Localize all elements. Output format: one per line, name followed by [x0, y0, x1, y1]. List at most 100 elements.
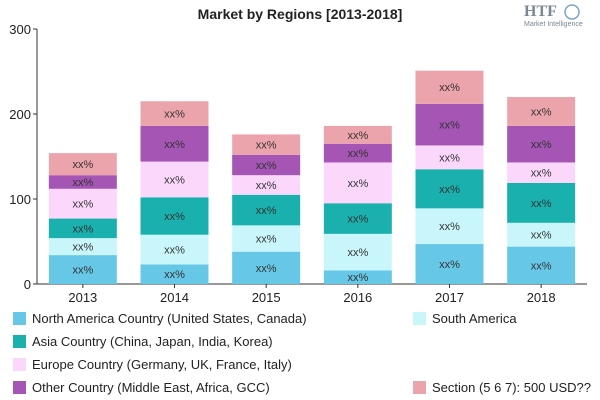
- bar-segment: [507, 182, 576, 223]
- bar-segment: [140, 234, 209, 265]
- bar-segment-label: xx%: [164, 109, 185, 121]
- y-tick-label: 100: [9, 192, 31, 207]
- bar-segment: [507, 162, 576, 183]
- bar-segment-label: xx%: [347, 178, 368, 190]
- legend-item: North America Country (United States, Ca…: [13, 311, 307, 326]
- bar-segment-label: xx%: [531, 260, 552, 272]
- bar-segment: [140, 161, 209, 198]
- bar-segment: [507, 222, 576, 247]
- x-tick-label: 2017: [435, 290, 464, 305]
- bar-segment: [415, 70, 484, 104]
- bar-segment: [415, 169, 484, 209]
- bar-segment-label: xx%: [256, 180, 277, 192]
- bar-segment-label: xx%: [439, 120, 460, 132]
- legend-item: Other Country (Middle East, Africa, GCC): [13, 380, 270, 395]
- x-tick-label: 2016: [343, 290, 372, 305]
- x-tick-label: 2018: [527, 290, 556, 305]
- bar-segment-label: xx%: [531, 198, 552, 210]
- bar-segment-label: xx%: [256, 263, 277, 275]
- bar-segment: [140, 101, 209, 126]
- bar-segment: [415, 103, 484, 146]
- bar-segment: [323, 162, 392, 204]
- bar-segment: [323, 270, 392, 284]
- bar-segment: [507, 246, 576, 284]
- bar-segment: [415, 208, 484, 245]
- y-tick-label: 300: [9, 22, 31, 37]
- bar-segment: [48, 218, 117, 239]
- bar-segment-label: xx%: [439, 184, 460, 196]
- bar-segment-label: xx%: [256, 160, 277, 172]
- bar-segment: [323, 143, 392, 163]
- bar-segment-label: xx%: [347, 247, 368, 259]
- bar-segment: [48, 153, 117, 176]
- bar-segment: [232, 194, 301, 226]
- bar-segment-label: xx%: [72, 199, 93, 211]
- bar-segment: [507, 97, 576, 126]
- bar-segment-label: xx%: [256, 234, 277, 246]
- bar-segment-label: xx%: [164, 211, 185, 223]
- bar-segment-label: xx%: [347, 148, 368, 160]
- bar-segment-label: xx%: [72, 159, 93, 171]
- y-tick-label: 0: [24, 277, 31, 292]
- bar-segment-label: xx%: [164, 174, 185, 186]
- bar-segment-label: xx%: [164, 269, 185, 281]
- bar-segment-label: xx%: [531, 168, 552, 180]
- bar-segment: [323, 203, 392, 234]
- bar-segment-label: xx%: [72, 242, 93, 254]
- bar-segment-label: xx%: [256, 205, 277, 217]
- bar-segment-label: xx%: [164, 139, 185, 151]
- bar-segment-label: xx%: [531, 230, 552, 242]
- bar-segment-label: xx%: [164, 245, 185, 257]
- bar-segment-label: xx%: [72, 223, 93, 235]
- legend-label: South America: [432, 311, 517, 326]
- logo-text: HTF: [524, 3, 557, 20]
- legend-label: Section (5 6 7): 500 USD??: [432, 380, 591, 395]
- legend-label: Europe Country (Germany, UK, France, Ita…: [32, 357, 292, 372]
- legend-swatch: [13, 312, 26, 325]
- htf-logo: HTF Market Intelligence: [524, 3, 583, 28]
- bar-segment: [507, 125, 576, 163]
- bar-segment: [48, 188, 117, 219]
- bar-segment-label: xx%: [531, 139, 552, 151]
- bar-segment: [415, 244, 484, 284]
- chart-title: Market by Regions [2013-2018]: [198, 6, 403, 22]
- logo-subtext: Market Intelligence: [524, 21, 583, 28]
- plot-area: 0 100 200 300 xx% xx% xx% xx% xx% xx% 2013 xx% xx% xx…: [9, 22, 587, 305]
- bar-segment-label: xx%: [72, 265, 93, 277]
- bar-segment-label: xx%: [531, 106, 552, 118]
- legend-swatch: [13, 335, 26, 348]
- bar-segment: [323, 125, 392, 144]
- legend-item: Europe Country (Germany, UK, France, Ita…: [13, 357, 292, 372]
- bar-segment: [232, 225, 301, 252]
- bar-segment-label: xx%: [72, 177, 93, 189]
- bar-segment: [415, 145, 484, 170]
- bar-segment-label: xx%: [439, 259, 460, 271]
- legend-item: Section (5 6 7): 500 USD??: [413, 380, 591, 395]
- bar-segment: [232, 154, 301, 176]
- bar-segment-label: xx%: [439, 82, 460, 94]
- bar-segment: [140, 197, 209, 235]
- y-tick-label: 200: [9, 107, 31, 122]
- legend-label: Asia Country (China, Japan, India, Korea…: [32, 334, 273, 349]
- legend-label: North America Country (United States, Ca…: [32, 311, 307, 326]
- bar-segment: [140, 125, 209, 162]
- legend-swatch: [13, 358, 26, 371]
- bar-segment-label: xx%: [439, 221, 460, 233]
- bar-segment-label: xx%: [347, 272, 368, 284]
- bar-segment: [48, 175, 117, 189]
- x-tick-label: 2013: [68, 290, 97, 305]
- bar-segment: [232, 175, 301, 195]
- bar-segment: [48, 238, 117, 256]
- legend-swatch: [413, 381, 426, 394]
- bar-segment: [48, 255, 117, 284]
- legend-label: Other Country (Middle East, Africa, GCC): [32, 380, 270, 395]
- bar-segment-label: xx%: [347, 214, 368, 226]
- legend: North America Country (United States, Ca…: [13, 311, 591, 395]
- bar-segment-label: xx%: [347, 130, 368, 142]
- bar-segment-label: xx%: [439, 152, 460, 164]
- legend-swatch: [413, 312, 426, 325]
- x-tick-label: 2014: [160, 290, 189, 305]
- globe-icon: [564, 4, 580, 20]
- bar-segment: [140, 264, 209, 284]
